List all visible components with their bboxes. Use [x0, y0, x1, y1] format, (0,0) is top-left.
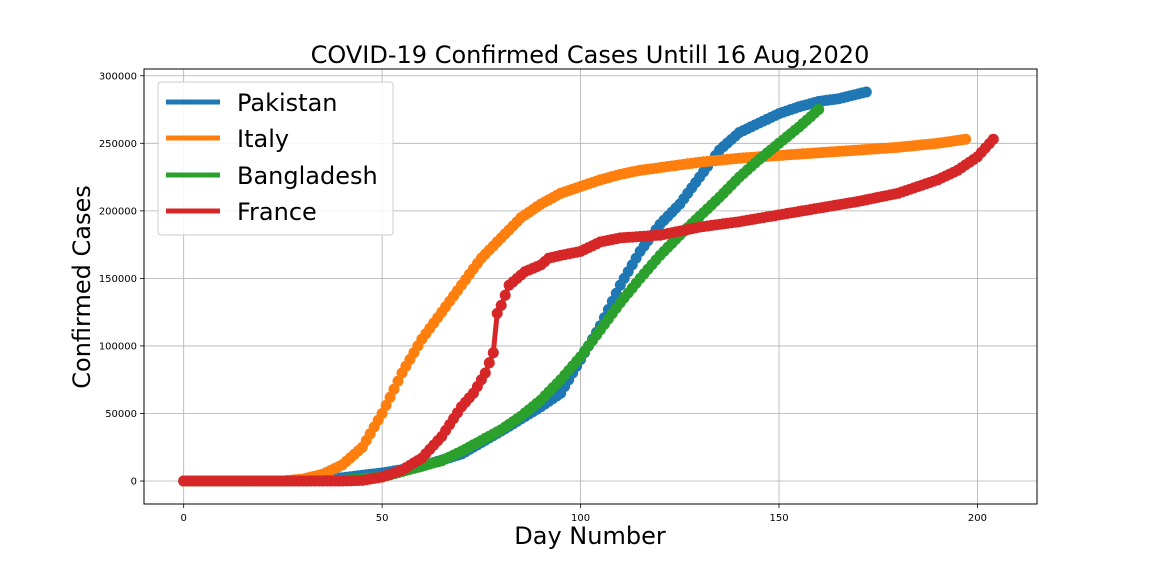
x-tick-label: 150 — [769, 513, 788, 524]
legend-label-italy: Italy — [237, 125, 289, 153]
legend-label-france: France — [237, 198, 317, 226]
y-tick-label: 150000 — [99, 274, 137, 285]
series-france — [178, 133, 999, 487]
data-point-france — [987, 133, 999, 145]
x-tick-label: 100 — [571, 513, 590, 524]
x-tick-label: 200 — [968, 513, 987, 524]
legend: Pakistan Italy Bangladesh France — [157, 81, 394, 236]
data-point-pakistan — [860, 86, 872, 98]
chart-title: COVID-19 Confirmed Cases Untill 16 Aug,2… — [311, 41, 870, 69]
y-tick-label: 0 — [131, 477, 137, 488]
legend-box — [157, 81, 394, 236]
y-tick-label: 300000 — [99, 71, 137, 82]
x-tick-label: 50 — [376, 513, 389, 524]
x-axis-label: Day Number — [514, 522, 666, 550]
y-tick-label: 250000 — [99, 139, 137, 150]
data-point-bangladesh — [813, 104, 825, 115]
data-point-france — [487, 347, 499, 359]
y-tick-label: 200000 — [99, 206, 137, 217]
data-point-france — [499, 289, 511, 301]
y-tick-label: 50000 — [105, 409, 137, 420]
x-tick-label: 0 — [181, 513, 187, 524]
data-point-france — [495, 299, 507, 311]
ticks: 0 50 100 150 200 0 50000 100000 150000 200000 2500… — [99, 71, 987, 524]
y-tick-label: 100000 — [99, 341, 137, 352]
plot-frame — [143, 68, 1038, 505]
data-point-france — [483, 357, 495, 369]
legend-label-pakistan: Pakistan — [237, 89, 338, 117]
series-group — [178, 86, 999, 487]
data-point-italy — [960, 133, 972, 145]
data-point-france — [479, 367, 491, 379]
y-axis-label: Confirmed Cases — [68, 185, 96, 388]
legend-label-bangladesh: Bangladesh — [237, 162, 378, 190]
